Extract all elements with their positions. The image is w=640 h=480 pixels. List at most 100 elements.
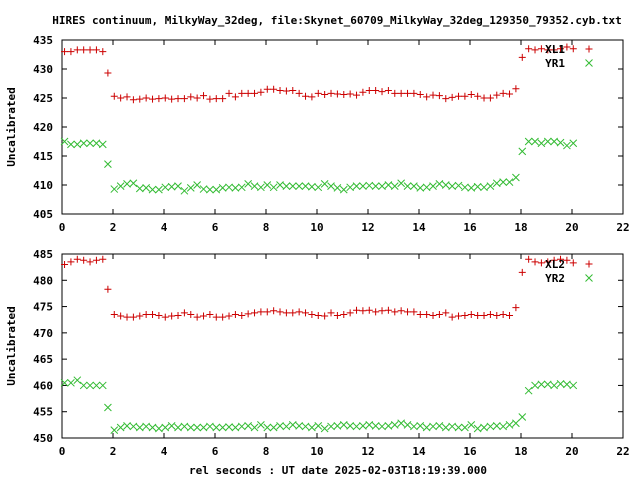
x-tick-label: 2 — [110, 445, 117, 458]
data-point-yr1 — [73, 140, 82, 149]
data-point-xl1 — [416, 91, 424, 99]
data-point-yr2 — [403, 421, 412, 429]
data-point-yr1 — [461, 183, 469, 192]
data-point-yr1 — [155, 185, 163, 194]
data-point-yr2 — [480, 423, 488, 432]
data-point-yr1 — [295, 182, 304, 191]
data-point-xl2 — [92, 256, 100, 264]
data-point-xl1 — [346, 90, 354, 98]
data-point-yr1 — [180, 186, 189, 195]
data-point-xl1 — [110, 92, 118, 100]
data-point-xl1 — [410, 89, 418, 97]
data-point-xl2 — [448, 313, 456, 321]
data-point-yr2 — [537, 380, 546, 389]
panels: 0 2 4 6 8 10 12 14 16 18 20 22405410415420425430435… — [5, 34, 630, 458]
chart-panel-1: 0 2 4 6 8 10 12 14 16 18 20 22 405 410 415 420 425 430 435… — [5, 34, 630, 234]
data-point-xl2 — [404, 308, 412, 316]
data-point-xl2 — [499, 310, 507, 318]
data-point-yr2 — [148, 423, 157, 432]
data-point-xl2 — [359, 307, 367, 315]
data-point-xl1 — [168, 95, 176, 103]
data-point-yr1 — [276, 181, 284, 189]
x-tick-label: 8 — [263, 221, 270, 234]
data-point-xl2 — [117, 312, 125, 320]
y-axis-label: Uncalibrated — [5, 306, 18, 385]
data-point-xl2 — [346, 309, 354, 317]
data-point-yr2 — [512, 419, 520, 428]
data-point-yr1 — [524, 137, 533, 146]
data-point-xl2 — [86, 258, 94, 266]
data-point-xl1 — [193, 94, 201, 102]
data-point-yr2 — [212, 423, 221, 432]
data-point-yr2 — [86, 381, 94, 390]
data-point-yr2 — [378, 422, 386, 431]
data-point-xl1 — [61, 48, 69, 56]
data-point-xl2 — [136, 312, 144, 320]
data-point-xl2 — [282, 309, 290, 317]
data-point-yr1 — [320, 179, 329, 188]
x-tick-label: 18 — [514, 221, 527, 234]
data-point-yr1 — [79, 139, 88, 148]
data-point-yr1 — [104, 160, 112, 168]
data-point-yr1 — [161, 183, 170, 192]
data-point-xl1 — [493, 91, 501, 99]
data-point-yr2 — [167, 422, 176, 430]
legend-marker-xl2 — [585, 260, 593, 268]
data-point-yr1 — [480, 183, 488, 192]
data-point-yr2 — [186, 423, 195, 432]
data-point-xl2 — [340, 310, 348, 318]
data-point-xl2 — [416, 310, 424, 318]
data-point-xl1 — [372, 86, 380, 94]
data-point-xl2 — [67, 258, 75, 266]
data-point-yr1 — [359, 182, 367, 191]
data-point-xl1 — [289, 86, 297, 94]
y-tick-label: 425 — [33, 92, 53, 105]
data-point-yr2 — [288, 421, 297, 429]
data-point-xl1 — [302, 92, 310, 100]
data-point-yr2 — [410, 422, 418, 431]
data-point-xl2 — [110, 310, 118, 318]
data-point-yr2 — [123, 422, 131, 430]
x-tick-label: 22 — [616, 221, 629, 234]
data-point-xl2 — [512, 304, 520, 312]
data-point-yr2 — [308, 423, 316, 432]
data-point-xl2 — [467, 310, 475, 318]
data-point-yr1 — [225, 183, 233, 192]
data-point-xl1 — [506, 90, 514, 98]
data-point-xl1 — [123, 93, 131, 101]
data-point-xl2 — [365, 306, 373, 314]
data-point-yr2 — [346, 422, 355, 430]
data-point-xl1 — [270, 85, 278, 93]
data-point-xl1 — [257, 88, 265, 96]
data-point-xl1 — [544, 46, 552, 54]
data-point-xl1 — [187, 93, 195, 101]
y-tick-label: 455 — [33, 406, 53, 419]
data-point-xl2 — [187, 310, 195, 318]
data-point-xl1 — [480, 94, 488, 102]
data-point-xl1 — [384, 86, 392, 94]
series-XL2 — [61, 255, 577, 321]
data-point-yr1 — [269, 183, 278, 192]
data-point-xl2 — [531, 258, 539, 266]
data-point-yr1 — [142, 184, 151, 192]
data-point-yr2 — [250, 423, 259, 432]
data-point-xl2 — [270, 307, 278, 315]
data-point-xl2 — [493, 312, 501, 320]
data-point-yr2 — [79, 381, 88, 390]
x-tick-label: 6 — [212, 221, 219, 234]
x-tick-label: 10 — [310, 445, 323, 458]
data-point-xl1 — [563, 43, 571, 51]
data-point-xl2 — [378, 307, 386, 315]
data-point-xl2 — [149, 310, 157, 318]
data-point-yr1 — [467, 184, 476, 192]
data-point-xl1 — [359, 88, 367, 96]
data-point-xl1 — [448, 93, 456, 101]
data-point-yr1 — [244, 179, 253, 188]
legend-label: XL1 — [545, 43, 565, 56]
data-point-yr1 — [135, 184, 144, 193]
data-point-yr1 — [67, 140, 75, 149]
data-point-yr2 — [486, 422, 495, 431]
data-point-yr2 — [301, 422, 310, 431]
data-point-xl1 — [340, 91, 348, 99]
data-point-xl2 — [200, 312, 208, 320]
